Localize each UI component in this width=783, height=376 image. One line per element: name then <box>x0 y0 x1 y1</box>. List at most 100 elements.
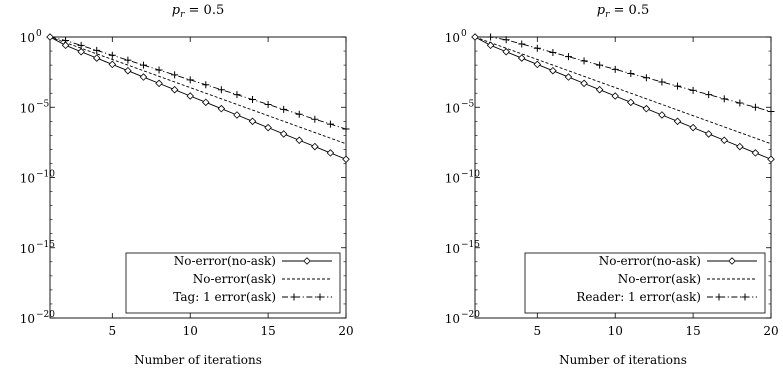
series-1-point <box>94 55 100 61</box>
y-tick-base: 10 <box>445 31 460 45</box>
y-tick-exponent: −10 <box>461 170 480 180</box>
series-3-point <box>265 101 272 108</box>
series-3-point <box>78 42 85 49</box>
x-axis-label: Number of iterations <box>134 353 262 367</box>
series-1-point <box>109 61 115 67</box>
series-1-point <box>534 61 540 67</box>
series-3-point <box>124 57 131 64</box>
series-3-point <box>581 57 588 64</box>
series-3-point <box>549 49 556 56</box>
series-1-point <box>565 74 571 80</box>
series-1-point <box>628 99 634 105</box>
series-3-point <box>612 66 619 73</box>
series-3-point <box>202 81 209 88</box>
y-tick-label: 10 <box>20 101 35 115</box>
x-tick-label: 20 <box>763 324 778 338</box>
series-3-point <box>140 62 147 69</box>
series-1-point <box>659 112 665 118</box>
y-tick-exponent: −15 <box>461 240 480 250</box>
series-1-point <box>171 86 177 92</box>
series-1-point <box>737 143 743 149</box>
series-1-point <box>125 68 131 74</box>
series-1-point <box>62 42 68 48</box>
series-1-point <box>472 34 478 40</box>
chart-title: pr = 0.5 <box>172 3 224 20</box>
x-tick-label: 5 <box>533 324 541 338</box>
x-tick-label: 10 <box>183 324 198 338</box>
series-1-point <box>487 42 493 48</box>
x-tick-label: 20 <box>338 324 353 338</box>
series-3-point <box>218 86 225 93</box>
series-1-point <box>203 99 209 105</box>
y-tick-label: 10 <box>20 172 35 186</box>
series-1-point <box>705 131 711 137</box>
y-tick-base: 10 <box>20 312 35 326</box>
series-1-point <box>280 131 286 137</box>
series-3-point <box>658 78 665 85</box>
series-1-point <box>581 80 587 86</box>
series-3-point <box>280 106 287 113</box>
series-1-point <box>674 118 680 124</box>
series-3-point <box>627 70 634 77</box>
series-1-point <box>156 80 162 86</box>
series-3-point <box>534 45 541 52</box>
series-3-point <box>233 91 240 98</box>
y-tick-base: 10 <box>20 242 35 256</box>
y-tick-base: 10 <box>445 101 460 115</box>
series-1-point <box>265 124 271 130</box>
series-3-point <box>705 91 712 98</box>
series-1-point <box>752 150 758 156</box>
series-3-point <box>296 111 303 118</box>
x-tick-label: 15 <box>260 324 275 338</box>
series-3-point <box>156 67 163 74</box>
y-tick-label: 10 <box>20 242 35 256</box>
legend-label: No-error(ask) <box>193 272 276 286</box>
series-1-point <box>519 55 525 61</box>
x-axis-label: Number of iterations <box>559 353 687 367</box>
series-1-point <box>296 137 302 143</box>
y-tick-base: 10 <box>445 312 460 326</box>
series-1-point <box>343 156 349 162</box>
legend-label: No-error(no-ask) <box>174 254 276 268</box>
y-tick-exponent: −20 <box>36 310 55 320</box>
y-tick-label: 10 <box>445 101 460 115</box>
series-1-point <box>187 93 193 99</box>
series-3-point <box>690 87 697 94</box>
y-tick-base: 10 <box>445 172 460 186</box>
y-tick-label: 10 <box>445 242 460 256</box>
series-line-3 <box>475 37 771 111</box>
series-3-point <box>187 76 194 83</box>
y-tick-base: 10 <box>445 242 460 256</box>
series-1-point <box>218 105 224 111</box>
series-1-point <box>47 34 53 40</box>
series-3-point <box>518 41 525 48</box>
y-tick-exponent: −5 <box>36 99 50 109</box>
legend-label: Tag: 1 error(ask) <box>173 290 276 304</box>
legend-label: No-error(ask) <box>618 272 701 286</box>
series-1-point <box>249 118 255 124</box>
chart-title-value: = 0.5 <box>609 3 649 18</box>
y-tick-base: 10 <box>20 101 35 115</box>
x-tick-label: 5 <box>108 324 116 338</box>
y-tick-base: 10 <box>20 31 35 45</box>
series-3-point <box>643 74 650 81</box>
series-3-point <box>487 34 494 41</box>
x-tick-label: 15 <box>685 324 700 338</box>
y-tick-exponent: −20 <box>461 310 480 320</box>
series-1-point <box>327 150 333 156</box>
chart-title: pr = 0.5 <box>597 3 649 20</box>
legend-label: No-error(no-ask) <box>599 254 701 268</box>
series-1-point <box>596 86 602 92</box>
series-1-point <box>721 137 727 143</box>
series-3-point <box>171 71 178 78</box>
y-tick-label: 10 <box>445 172 460 186</box>
series-3-point <box>565 53 572 60</box>
series-3-point <box>109 52 116 59</box>
series-3-point <box>674 83 681 90</box>
series-3-point <box>768 108 775 115</box>
series-3-point <box>327 121 334 128</box>
series-1-point <box>140 74 146 80</box>
